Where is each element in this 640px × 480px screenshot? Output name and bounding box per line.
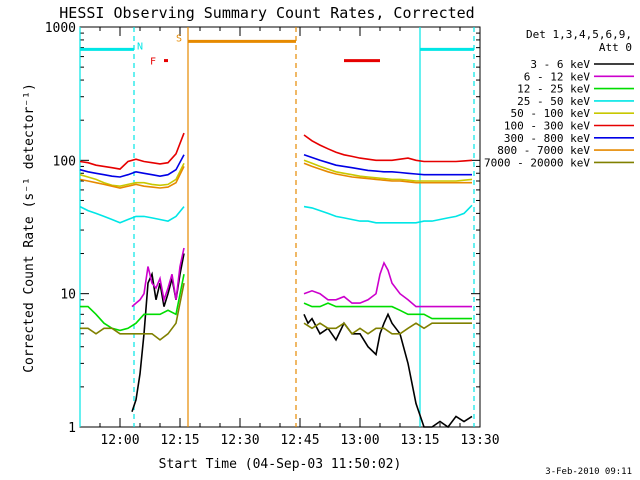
x-tick-label: 12:30 xyxy=(220,433,259,448)
series-line xyxy=(303,134,473,163)
series-line xyxy=(303,159,473,182)
legend-header-attenuator: Att 0 xyxy=(599,41,632,54)
series-line xyxy=(79,205,185,224)
series-line xyxy=(131,253,185,413)
y-tick-label: 1000 xyxy=(45,21,76,36)
flag-label: F xyxy=(150,57,156,68)
legend-label: 100 - 300 keV xyxy=(504,120,590,133)
plot-area: 1 10 100 1000 12:00 12:15 12:30 12:45 13:00 13:15… xyxy=(45,21,500,448)
y-tick-label: 1 xyxy=(68,421,76,436)
series-line xyxy=(303,322,472,335)
flag-label: N xyxy=(137,41,143,52)
series-line xyxy=(79,162,185,188)
series-line xyxy=(80,282,185,341)
x-tick-label: 12:00 xyxy=(100,433,139,448)
legend-label: 300 - 800 keV xyxy=(504,132,590,145)
x-tick-label: 13:15 xyxy=(400,433,439,448)
chart-title: HESSI Observing Summary Count Rates, Cor… xyxy=(59,4,474,22)
legend-header-detectors: Det 1,3,4,5,6,9, xyxy=(526,28,632,41)
x-tick-label: 13:30 xyxy=(460,433,499,448)
legend-label: 6 - 12 keV xyxy=(524,70,591,83)
series-line xyxy=(79,132,185,170)
x-axis-label: Start Time (04-Sep-03 11:50:02) xyxy=(159,457,402,472)
series-line xyxy=(303,302,472,320)
series-line xyxy=(303,260,472,308)
legend-label: 50 - 100 keV xyxy=(511,107,591,120)
series-line xyxy=(303,154,472,176)
series-line xyxy=(303,204,473,224)
series-line xyxy=(79,154,185,178)
x-tick-label: 12:45 xyxy=(280,433,319,448)
series-line xyxy=(79,166,185,189)
y-tick-label: 10 xyxy=(60,288,76,303)
y-tick-label: 100 xyxy=(53,154,76,169)
series-line xyxy=(80,274,185,332)
legend-label: 3 - 6 keV xyxy=(530,58,590,71)
series-line xyxy=(303,162,472,184)
footer-date: 3-Feb-2010 09:11 xyxy=(545,467,632,477)
legend-label: 800 - 7000 keV xyxy=(497,144,590,157)
flag-label: S xyxy=(176,33,182,44)
y-axis-label: Corrected Count Rate (s⁻¹ detector⁻¹) xyxy=(22,83,37,373)
legend-label: 25 - 50 keV xyxy=(517,95,590,108)
x-tick-label: 13:00 xyxy=(340,433,379,448)
legend-label: 12 - 25 keV xyxy=(517,83,590,96)
series-line xyxy=(131,247,185,308)
x-tick-label: 12:15 xyxy=(160,433,199,448)
legend-label: 7000 - 20000 keV xyxy=(484,156,590,169)
